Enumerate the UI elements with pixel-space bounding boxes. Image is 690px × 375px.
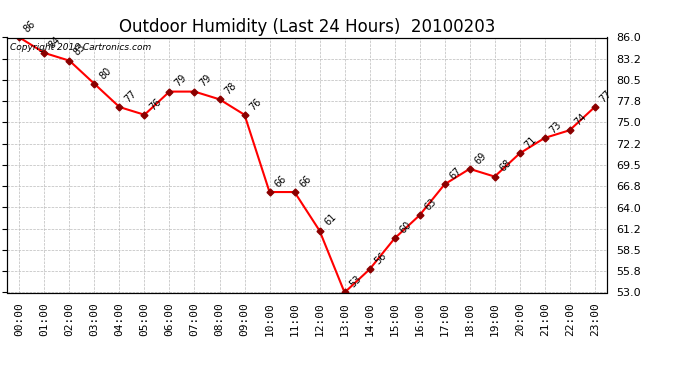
- Text: 67: 67: [447, 166, 463, 182]
- Text: 76: 76: [147, 96, 163, 112]
- Text: 86: 86: [22, 19, 38, 35]
- Title: Outdoor Humidity (Last 24 Hours)  20100203: Outdoor Humidity (Last 24 Hours) 2010020…: [119, 18, 495, 36]
- Text: 69: 69: [473, 150, 488, 166]
- Text: 66: 66: [273, 174, 288, 189]
- Text: 71: 71: [522, 135, 538, 151]
- Text: 76: 76: [247, 96, 263, 112]
- Text: 66: 66: [297, 174, 313, 189]
- Text: 61: 61: [322, 212, 338, 228]
- Text: 74: 74: [573, 112, 589, 128]
- Text: 73: 73: [547, 119, 563, 135]
- Text: 84: 84: [47, 34, 63, 50]
- Text: 68: 68: [497, 158, 513, 174]
- Text: Copyright 2010 Cartronics.com: Copyright 2010 Cartronics.com: [10, 43, 151, 52]
- Text: 53: 53: [347, 274, 363, 290]
- Text: 79: 79: [197, 73, 213, 89]
- Text: 60: 60: [397, 220, 413, 236]
- Text: 77: 77: [598, 88, 613, 104]
- Text: 78: 78: [222, 81, 238, 96]
- Text: 56: 56: [373, 251, 388, 267]
- Text: 79: 79: [172, 73, 188, 89]
- Text: 77: 77: [122, 88, 138, 104]
- Text: 80: 80: [97, 65, 113, 81]
- Text: 63: 63: [422, 197, 438, 213]
- Text: 83: 83: [72, 42, 88, 58]
